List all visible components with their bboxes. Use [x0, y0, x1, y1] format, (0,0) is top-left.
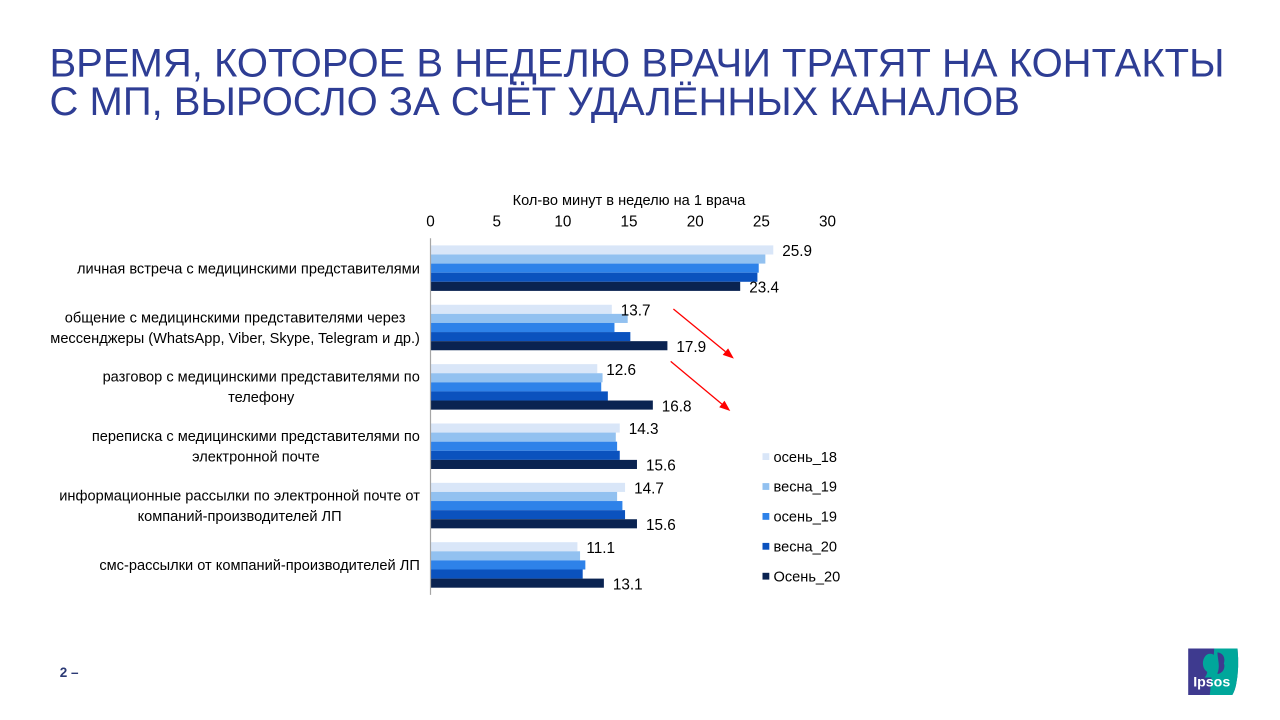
svg-text:13.1: 13.1	[613, 576, 643, 593]
svg-text:Ipsos: Ipsos	[1193, 674, 1230, 690]
svg-text:15: 15	[620, 214, 637, 231]
svg-text:5: 5	[492, 214, 501, 231]
svg-text:С МП, ВЫРОСЛО ЗА СЧЁТ УДАЛЁННЫ: С МП, ВЫРОСЛО ЗА СЧЁТ УДАЛЁННЫХ КАНАЛОВ	[50, 80, 1020, 124]
svg-text:2 –: 2 –	[60, 665, 79, 680]
svg-text:25.9: 25.9	[782, 243, 812, 260]
svg-text:11.1: 11.1	[586, 540, 615, 557]
svg-text:Кол-во минут в неделю на 1 вра: Кол-во минут в неделю на 1 врача	[513, 193, 747, 209]
svg-text:личная встреча с медицинскими: личная встреча с медицинскими представит…	[77, 261, 420, 277]
svg-text:электронной почте: электронной почте	[192, 450, 320, 466]
svg-text:14.7: 14.7	[634, 481, 664, 498]
svg-text:25: 25	[753, 214, 770, 231]
svg-text:весна_20: весна_20	[774, 540, 838, 556]
svg-text:разговор с медицинскими предст: разговор с медицинскими представителями …	[103, 370, 420, 386]
svg-text:12.6: 12.6	[606, 362, 636, 379]
svg-text:17.9: 17.9	[676, 339, 706, 356]
svg-text:16.8: 16.8	[662, 398, 692, 415]
svg-text:15.6: 15.6	[646, 458, 676, 475]
svg-text:Осень_20: Осень_20	[774, 569, 841, 585]
svg-text:переписка с медицинскими предс: переписка с медицинскими представителями…	[92, 429, 420, 445]
svg-text:13.7: 13.7	[621, 303, 651, 320]
svg-text:15.6: 15.6	[646, 517, 676, 534]
svg-text:30: 30	[819, 214, 836, 231]
svg-text:осень_19: осень_19	[774, 510, 838, 526]
svg-text:10: 10	[554, 214, 571, 231]
svg-text:14.3: 14.3	[629, 421, 659, 438]
svg-text:осень_18: осень_18	[774, 450, 838, 466]
svg-text:мессенджеры (WhatsApp, Viber,: мессенджеры (WhatsApp, Viber, Skype, Tel…	[50, 331, 420, 347]
svg-text:смс-рассылки от компаний-произ: смс-рассылки от компаний-производителей …	[99, 558, 419, 574]
svg-text:телефону: телефону	[228, 390, 295, 406]
svg-text:весна_19: весна_19	[774, 480, 838, 496]
svg-text:0: 0	[426, 214, 435, 231]
svg-text:20: 20	[687, 214, 704, 231]
svg-text:ВРЕМЯ, КОТОРОЕ В НЕДЕЛЮ ВРАЧИ: ВРЕМЯ, КОТОРОЕ В НЕДЕЛЮ ВРАЧИ ТРАТЯТ НА …	[50, 42, 1225, 86]
svg-text:23.4: 23.4	[749, 280, 779, 297]
svg-text:компаний-производителей ЛП: компаний-производителей ЛП	[138, 509, 342, 525]
svg-text:информационные рассылки по эле: информационные рассылки по электронной п…	[59, 488, 420, 504]
svg-text:общение с медицинскими предста: общение с медицинскими представителями ч…	[65, 310, 406, 326]
